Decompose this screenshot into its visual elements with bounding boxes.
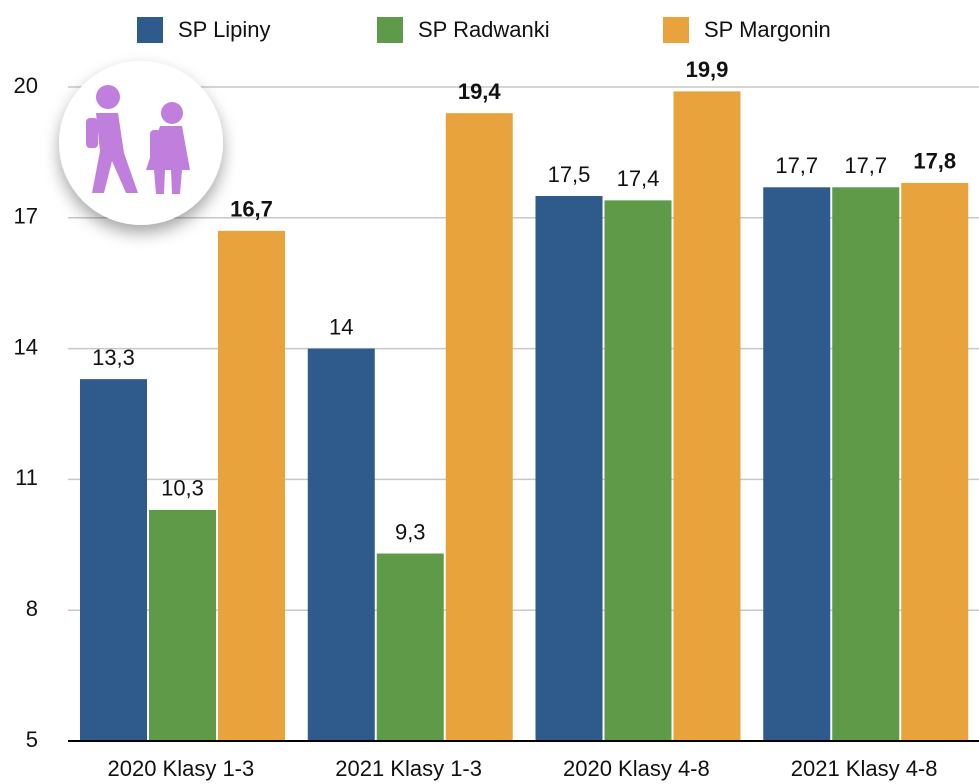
y-tick-label: 11: [15, 465, 38, 490]
x-tick-label: 2021 Klasy 1-3: [335, 756, 482, 781]
legend-label: SP Lipiny: [178, 17, 271, 42]
y-tick-label: 8: [26, 596, 38, 621]
legend-swatch: [663, 17, 689, 43]
bar: [445, 113, 513, 741]
value-label: 17,5: [548, 162, 591, 187]
value-label: 17,8: [913, 149, 956, 174]
value-label: 19,4: [458, 79, 502, 104]
value-label: 17,7: [775, 153, 818, 178]
value-label: 19,9: [686, 57, 729, 82]
y-tick-label: 20: [14, 73, 38, 98]
bar: [901, 182, 969, 742]
value-label: 17,7: [844, 153, 887, 178]
bar: [307, 348, 375, 741]
bar: [763, 187, 831, 741]
bar: [376, 553, 444, 741]
legend-swatch: [137, 17, 163, 43]
y-tick-label: 14: [14, 334, 38, 359]
x-tick-label: 2020 Klasy 4-8: [563, 756, 710, 781]
legend-label: SP Margonin: [704, 17, 831, 42]
value-label: 14: [329, 314, 353, 339]
bar: [673, 91, 741, 742]
value-label: 17,4: [617, 166, 660, 191]
value-label: 9,3: [395, 519, 426, 544]
value-label: 10,3: [161, 476, 204, 501]
x-tick-label: 2020 Klasy 1-3: [107, 756, 254, 781]
legend-label: SP Radwanki: [418, 17, 550, 42]
value-label: 13,3: [92, 345, 135, 370]
bar: [604, 200, 672, 742]
bar: [832, 187, 900, 741]
y-tick-label: 5: [26, 727, 38, 752]
bar: [218, 230, 285, 741]
legend-swatch: [377, 17, 403, 43]
x-tick-label: 2021 Klasy 4-8: [791, 756, 938, 781]
y-tick-label: 17: [14, 204, 38, 229]
bar: [535, 196, 603, 741]
bar: [80, 379, 147, 741]
kids-icon: [59, 61, 223, 225]
bar: [149, 509, 216, 741]
value-label: 16,7: [230, 197, 273, 222]
